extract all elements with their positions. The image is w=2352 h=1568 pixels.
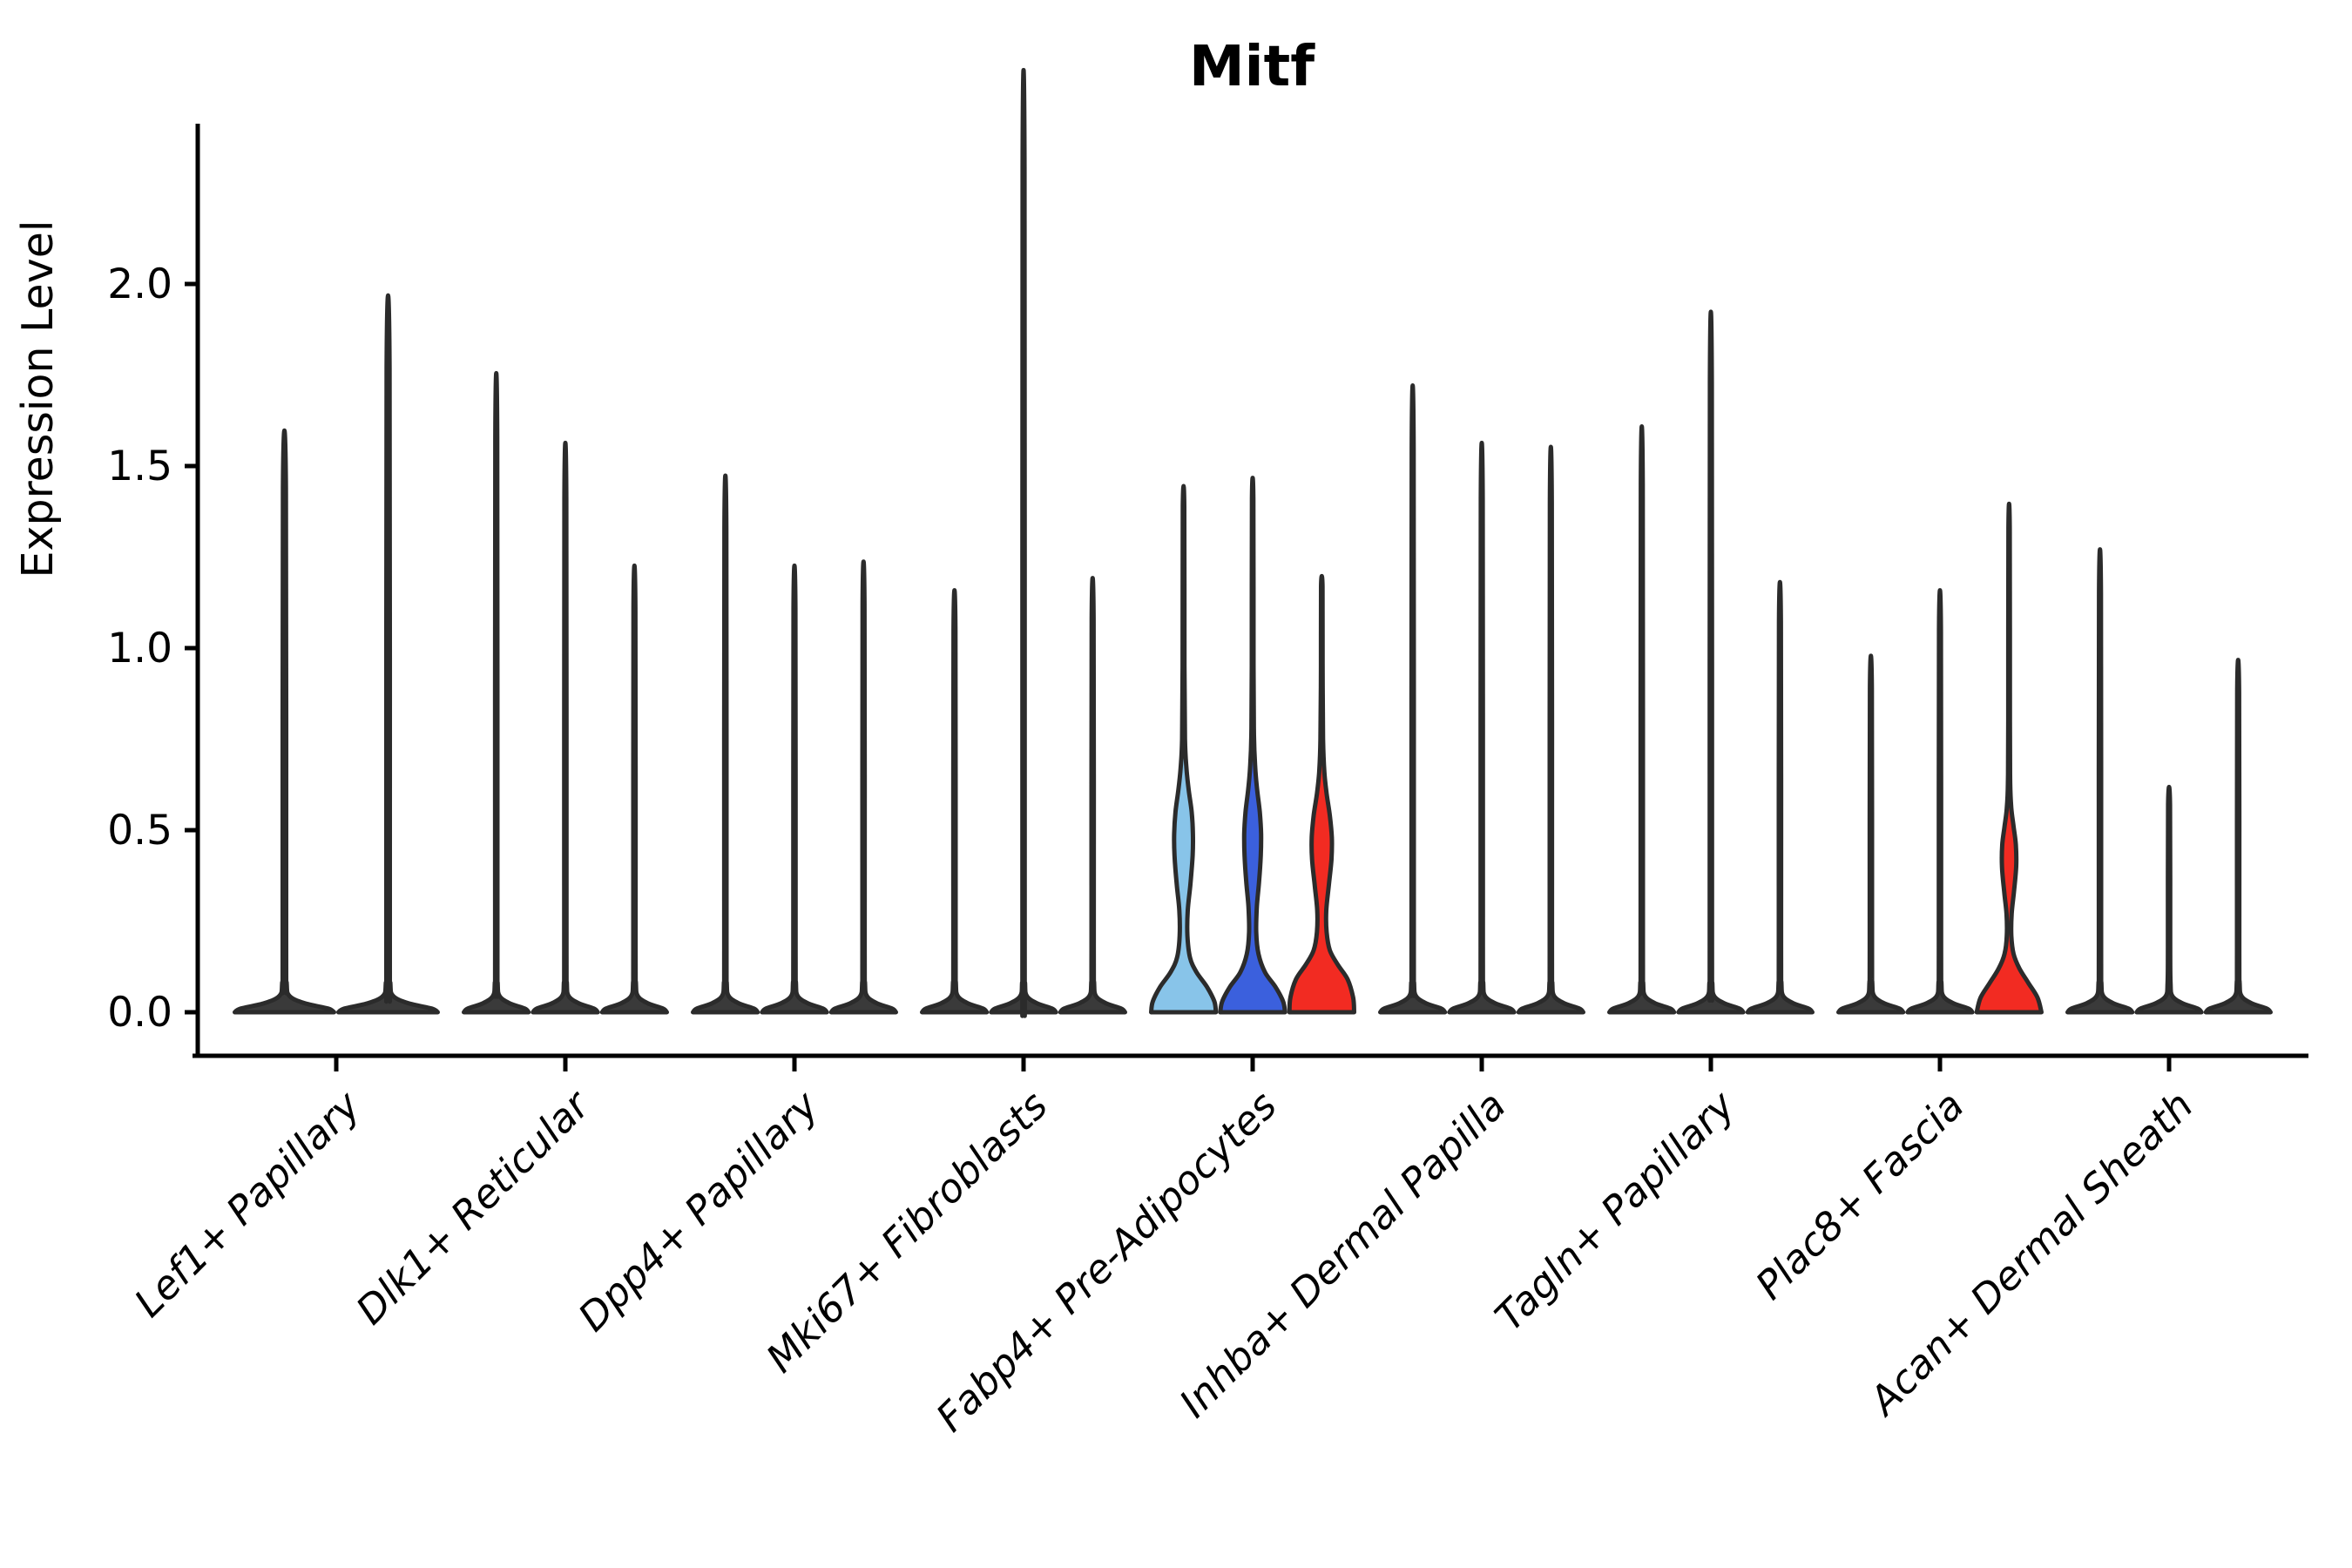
violin-collapsed: [760, 563, 829, 1015]
violin-collapsed: [599, 563, 669, 1015]
y-tick-label: 0.5: [107, 807, 172, 855]
violin-collapsed: [2134, 784, 2204, 1015]
violin-body: [1149, 483, 1219, 1015]
x-tick-label: Lef1+ Papillary: [125, 1081, 370, 1326]
violin-group: [233, 293, 440, 1015]
violins-layer: [233, 67, 2273, 1018]
violin-collapsed: [989, 67, 1058, 1018]
x-tick-label: Plac8+ Fascia: [1747, 1082, 1973, 1308]
violin-group: [1149, 476, 1356, 1015]
violin-group: [1836, 502, 2044, 1015]
violin-collapsed: [336, 293, 440, 1015]
violin-body: [1974, 502, 2044, 1015]
violin-collapsed: [920, 588, 990, 1015]
violin-collapsed: [1676, 309, 1746, 1015]
violin-group: [2065, 547, 2273, 1015]
violin-collapsed: [2203, 658, 2273, 1015]
violin-collapsed: [531, 440, 600, 1015]
violin-group: [1378, 383, 1585, 1015]
x-tick-label: Dpp4+ Papillary: [570, 1081, 828, 1340]
violin-group: [462, 371, 669, 1015]
violin-collapsed: [1516, 444, 1585, 1015]
violin-collapsed: [1058, 576, 1127, 1015]
violin-collapsed: [462, 371, 531, 1015]
violin-group: [1607, 309, 1815, 1015]
chart-title: Mitf: [1189, 35, 1315, 99]
violin-body: [1287, 573, 1356, 1015]
violin-collapsed: [233, 428, 336, 1015]
violin-collapsed: [2065, 547, 2135, 1015]
y-axis-label: Expression Level: [13, 220, 63, 578]
y-tick-label: 0.0: [107, 989, 172, 1037]
violin-collapsed: [1905, 588, 1975, 1015]
violin-collapsed: [1447, 440, 1517, 1015]
y-tick-label: 1.0: [107, 625, 172, 672]
violin-collapsed: [1745, 579, 1815, 1015]
violin-group: [920, 67, 1127, 1018]
y-tick-label: 2.0: [107, 260, 172, 308]
y-tick-label: 1.5: [107, 443, 172, 490]
x-tick-label: Dlk1+ Reticular: [347, 1081, 599, 1334]
violin-group: [691, 473, 898, 1015]
violin-collapsed: [1378, 383, 1448, 1015]
x-tick-label: Tagln+ Papillary: [1486, 1081, 1745, 1340]
violin-body: [1218, 476, 1288, 1015]
violin-collapsed: [828, 559, 898, 1015]
violin-collapsed: [1607, 424, 1677, 1015]
violin-collapsed: [1836, 653, 1906, 1015]
violin-collapsed: [691, 473, 760, 1015]
